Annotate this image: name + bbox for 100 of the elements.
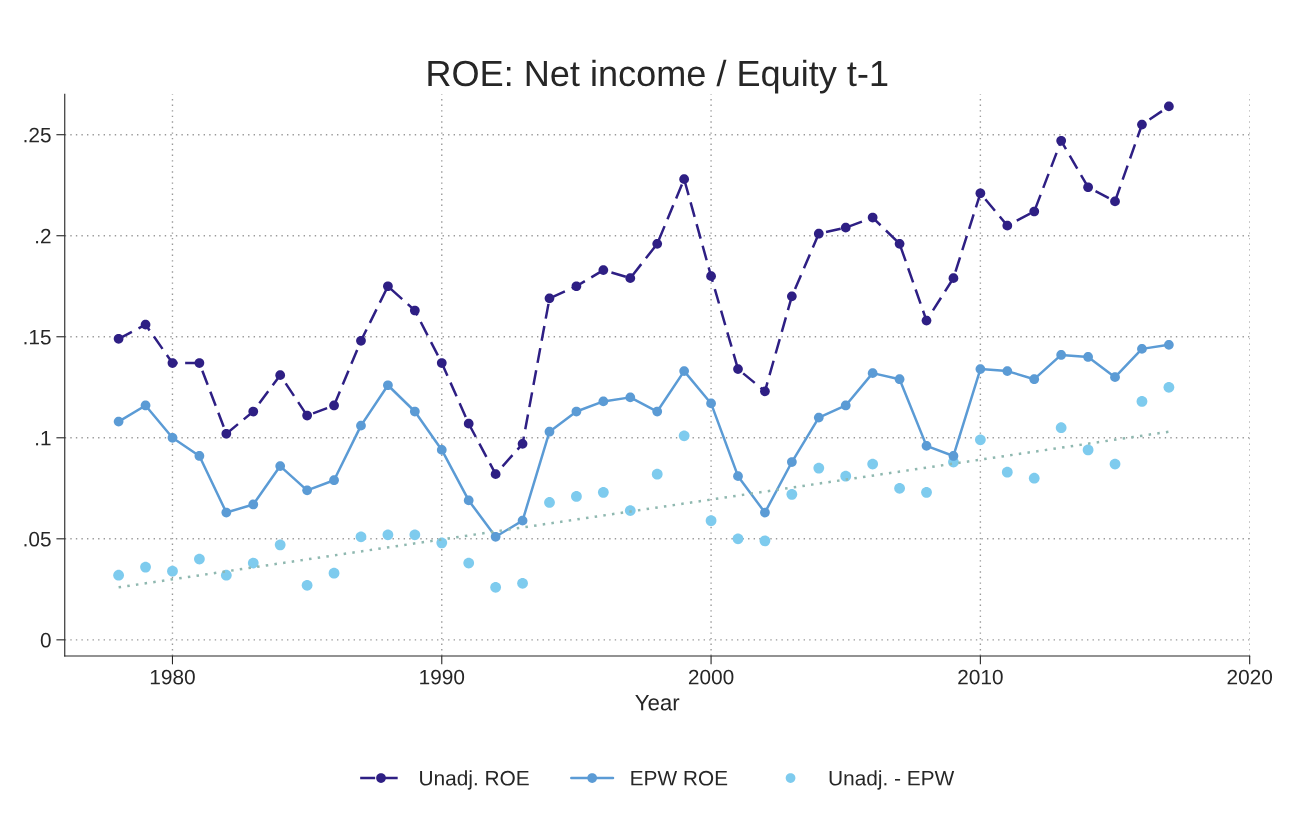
point <box>274 539 286 551</box>
point <box>1056 135 1067 146</box>
chart-title: ROE: Net income / Equity t-1 <box>428 59 888 94</box>
point <box>571 491 582 502</box>
point <box>1164 101 1174 112</box>
point <box>733 364 743 374</box>
point <box>221 428 232 439</box>
point <box>329 475 339 486</box>
point <box>598 265 609 275</box>
point <box>679 174 689 185</box>
point <box>248 406 259 417</box>
point <box>840 470 852 482</box>
x-tick-label: 2010 <box>958 669 1003 685</box>
point <box>490 531 501 542</box>
y-tick-label: .25 <box>24 127 51 143</box>
point <box>1028 472 1040 484</box>
point <box>1056 350 1067 360</box>
x-tick-label: 2000 <box>688 669 734 685</box>
point <box>517 577 528 589</box>
point <box>463 495 474 506</box>
point <box>974 434 986 446</box>
point <box>221 507 232 518</box>
point <box>652 406 663 417</box>
point <box>1164 339 1174 350</box>
point <box>921 315 932 326</box>
point <box>733 471 743 482</box>
point <box>383 281 393 292</box>
point <box>867 458 879 470</box>
point <box>167 565 178 577</box>
point <box>140 319 151 330</box>
legend-label: Unadj. ROE <box>420 770 529 790</box>
point <box>275 461 286 471</box>
y-tick-label: .1 <box>36 431 51 446</box>
point <box>975 364 986 374</box>
point <box>1136 396 1148 407</box>
point <box>409 529 421 541</box>
point <box>894 482 905 494</box>
point <box>517 438 528 449</box>
point <box>679 366 689 376</box>
point <box>867 368 878 378</box>
point <box>356 420 366 431</box>
point <box>1110 372 1120 383</box>
point <box>113 416 124 427</box>
point <box>167 432 178 443</box>
point <box>463 418 474 429</box>
point <box>382 529 394 541</box>
point <box>921 441 932 451</box>
point <box>302 410 312 421</box>
point <box>463 557 475 569</box>
point <box>651 468 663 480</box>
point <box>544 426 555 437</box>
point <box>732 533 744 545</box>
point <box>598 396 609 407</box>
y-tick-label: .2 <box>36 228 51 244</box>
point <box>787 291 797 302</box>
point <box>329 400 339 411</box>
point <box>301 579 313 591</box>
x-tick-label: 1980 <box>150 669 195 685</box>
point <box>355 531 367 543</box>
x-tick-label: 2020 <box>1227 669 1273 685</box>
point <box>194 451 205 461</box>
point <box>840 222 851 233</box>
point <box>113 333 124 344</box>
point <box>220 569 232 581</box>
point <box>1055 422 1067 434</box>
point <box>652 238 663 249</box>
point <box>409 406 420 417</box>
point <box>759 535 771 547</box>
point <box>1001 466 1013 478</box>
point <box>948 273 959 284</box>
point <box>921 486 932 498</box>
point <box>1137 344 1147 354</box>
point <box>436 445 447 455</box>
legend-label: Unadj. - EPW <box>829 770 955 790</box>
point <box>867 212 878 223</box>
point <box>787 457 797 467</box>
point <box>705 515 717 527</box>
point <box>113 569 124 581</box>
point <box>597 486 609 498</box>
point <box>194 553 205 565</box>
point <box>544 497 555 508</box>
point <box>1109 458 1121 470</box>
point <box>167 358 178 368</box>
point <box>275 370 286 381</box>
point <box>140 400 151 411</box>
point <box>356 335 366 346</box>
point <box>1137 119 1147 130</box>
point <box>1002 220 1013 231</box>
point <box>490 581 502 593</box>
point <box>409 305 420 316</box>
point <box>948 451 959 461</box>
point <box>383 380 393 391</box>
point <box>625 392 636 403</box>
point <box>894 238 905 249</box>
point <box>1110 196 1120 207</box>
point <box>706 271 716 282</box>
point <box>571 406 582 417</box>
point <box>894 374 905 385</box>
point <box>760 507 770 518</box>
point <box>1029 374 1040 385</box>
